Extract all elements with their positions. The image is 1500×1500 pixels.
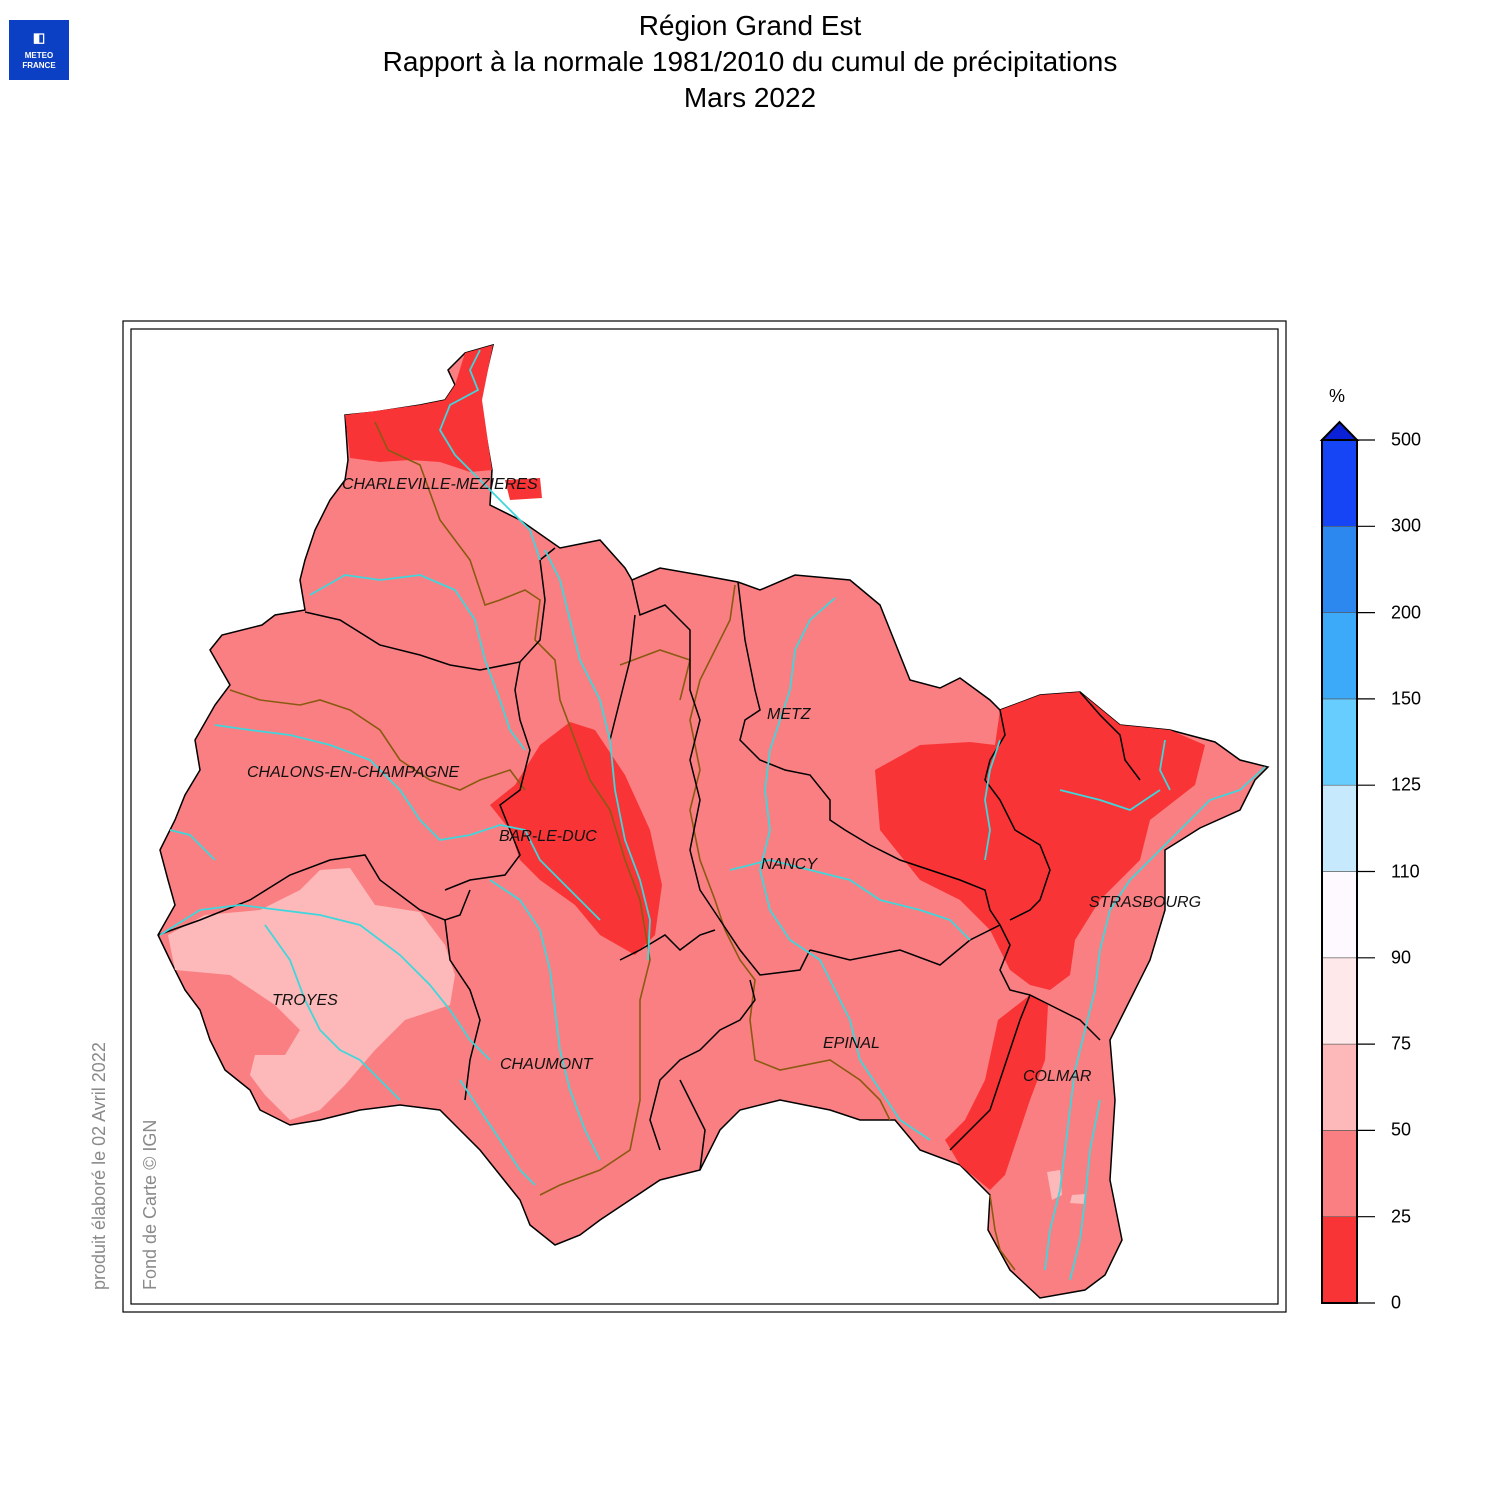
rivers <box>159 349 1266 1281</box>
meteo-france-logo: ◧ METEO FRANCE <box>9 20 69 80</box>
city-bar-le-duc: BAR-LE-DUC <box>499 828 597 845</box>
legend-tick-label-110: 110 <box>1391 861 1420 881</box>
dept-line-6 <box>609 614 636 741</box>
river-aube <box>264 924 401 1101</box>
river-meuse <box>544 549 651 961</box>
map-title-block: Région Grand Est Rapport à la normale 19… <box>0 8 1500 116</box>
river-rhine <box>1044 766 1266 1271</box>
basemap-credit: Fond de Carte © IGN <box>140 1119 160 1290</box>
legend-tick-label-25: 25 <box>1391 1206 1412 1227</box>
city-charleville-mezieres: CHARLEVILLE-MEZIERES <box>342 476 538 493</box>
legend-class-300-500 <box>1321 439 1358 527</box>
dept-line-4 <box>444 919 481 1101</box>
title-description: Rapport à la normale 1981/2010 du cumul … <box>382 46 1118 77</box>
river-seine <box>159 904 491 1061</box>
logo-text-line1: METEO <box>24 51 54 60</box>
legend-color-bar <box>1319 420 1375 1304</box>
dept-line-9 <box>949 994 1031 1151</box>
basin-line-2 <box>229 689 526 791</box>
city-labels: CHARLEVILLE-MEZIERES CHALONS-EN-CHAMPAGN… <box>247 476 1201 1085</box>
wet-zone-colmar-spot-1 <box>1047 1170 1062 1200</box>
dept-line-1 <box>304 547 556 671</box>
title-region: Région Grand Est <box>638 10 862 41</box>
meteo-france-logo-mark: ◧ <box>32 30 46 45</box>
basin-line-1 <box>374 421 651 1196</box>
dry-zone-north-ardennes <box>345 345 493 472</box>
map-frame-outer <box>122 320 1287 1313</box>
river-aisne <box>309 574 526 751</box>
legend-tick-label-75: 75 <box>1391 1033 1412 1054</box>
legend-tick-label-0: 0 <box>1391 1292 1402 1313</box>
dept-line-5 <box>631 579 811 976</box>
legend-tick-label-150: 150 <box>1391 688 1422 709</box>
river-haute-marne-2 <box>459 1079 536 1186</box>
legend-tick-label-125: 125 <box>1391 774 1422 795</box>
dry-zone-meuse <box>490 722 662 955</box>
legend-class-125-150 <box>1321 698 1358 786</box>
city-colmar: COLMAR <box>1023 1068 1092 1085</box>
river-alsace-2 <box>1159 739 1171 791</box>
legend-class-0-25 <box>1321 1216 1358 1304</box>
map-frame-inner <box>130 328 1279 1305</box>
basin-line-5 <box>989 1194 1016 1271</box>
legend-class-90-110 <box>1321 871 1358 959</box>
legend-class-75-90 <box>1321 957 1358 1045</box>
dept-line-10 <box>984 709 1051 921</box>
legend-overflow-arrow <box>1319 420 1360 441</box>
city-metz: METZ <box>767 706 812 723</box>
river-chalons-west <box>169 829 216 861</box>
legend-tick-label-200: 200 <box>1391 602 1422 623</box>
logo-text-line2: FRANCE <box>22 61 56 70</box>
dry-zone-charleville <box>505 478 542 500</box>
river-meurthe <box>729 859 971 941</box>
production-date-credit: produit élaboré le 02 Avril 2022 <box>89 1042 109 1290</box>
dept-line-13 <box>649 979 756 1151</box>
city-chaumont: CHAUMONT <box>500 1056 594 1073</box>
river-ill <box>1069 1099 1101 1281</box>
river-moselle <box>759 597 931 1141</box>
river-haute-marne-1 <box>489 879 601 1161</box>
basin-line-3 <box>689 584 891 1121</box>
dept-line-7 <box>737 581 1001 926</box>
river-sarre <box>984 739 1001 861</box>
wet-zone-colmar-spot-2 <box>1070 1194 1085 1204</box>
river-meuse-north <box>438 349 541 561</box>
legend-class-150-200 <box>1321 612 1358 700</box>
basin-line-4 <box>619 649 691 701</box>
river-marne <box>214 724 601 921</box>
legend-class-200-300 <box>1321 525 1358 613</box>
dept-line-14 <box>679 1079 706 1171</box>
city-nancy: NANCY <box>761 856 818 873</box>
dept-line-2 <box>444 661 531 891</box>
legend-tick-label-300: 300 <box>1391 515 1422 536</box>
wet-zone-troyes <box>168 868 455 1120</box>
city-troyes: TROYES <box>272 992 338 1009</box>
dept-line-12 <box>619 929 716 961</box>
legend-tick-label-90: 90 <box>1391 947 1412 968</box>
city-strasbourg: STRASBOURG <box>1089 894 1201 911</box>
legend-tick-label-500: 500 <box>1391 429 1422 450</box>
legend-class-50-75 <box>1321 1043 1358 1131</box>
legend-unit-label: % <box>1329 386 1346 406</box>
river-alsace-1 <box>1059 789 1161 811</box>
dept-line-8 <box>809 923 1101 1041</box>
dry-zone-bas-rhin <box>875 692 1205 990</box>
department-boundaries <box>157 547 1141 1171</box>
basin-boundaries <box>229 421 1016 1271</box>
dept-line-11 <box>1079 691 1141 781</box>
legend-class-110-125 <box>1321 784 1358 872</box>
city-chalons-en-champagne: CHALONS-EN-CHAMPAGNE <box>247 764 460 781</box>
legend-tick-label-50: 50 <box>1391 1119 1412 1140</box>
title-period: Mars 2022 <box>683 82 817 113</box>
legend-class-25-50 <box>1321 1130 1358 1218</box>
city-epinal: EPINAL <box>823 1035 880 1052</box>
